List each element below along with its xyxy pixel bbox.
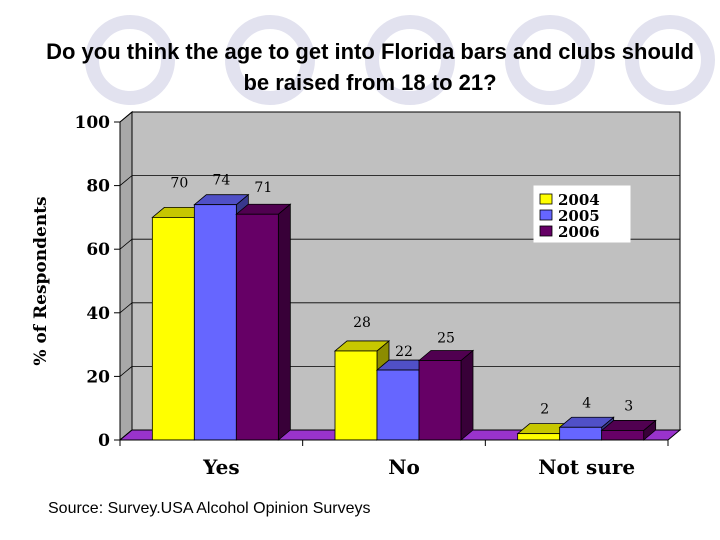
source-note: Source: Survey.USA Alcohol Opinion Surve…: [48, 500, 371, 517]
legend-swatch-2006: [539, 225, 553, 237]
bar-2006: [418, 360, 462, 441]
data-label: 74: [212, 173, 230, 189]
data-label: 28: [353, 315, 371, 331]
data-label: 71: [254, 180, 272, 196]
legend-swatch-2004: [539, 193, 553, 205]
y-tick-label: 0: [98, 431, 110, 451]
gridline: [119, 111, 680, 123]
data-label: 2: [540, 402, 549, 418]
background-decoration: [85, 15, 715, 105]
data-label: 4: [582, 395, 591, 411]
bar-2004: [334, 350, 378, 441]
data-label: 25: [437, 331, 455, 347]
bar-side-2006: [460, 349, 474, 441]
y-axis-label: % of Respondents: [31, 196, 51, 365]
x-tick-label: Not sure: [538, 455, 635, 479]
data-label: 3: [624, 398, 633, 414]
bar-2004: [517, 433, 561, 441]
bar-2006: [235, 213, 279, 441]
x-tick-label: No: [388, 455, 420, 479]
bar-side-2006: [277, 203, 291, 441]
gridline: [119, 302, 680, 314]
data-label: 70: [170, 175, 188, 191]
legend-swatch-2005: [539, 209, 553, 221]
y-tick-label: 20: [86, 367, 110, 387]
y-tick-label: 40: [86, 304, 110, 324]
y-tick-label: 80: [86, 177, 110, 197]
chart-title: Do you think the age to get into Florida…: [46, 39, 694, 95]
gridline: [119, 365, 680, 377]
bar-2004: [151, 217, 195, 441]
bar-2006: [601, 430, 645, 441]
plot-side-wall: [119, 110, 133, 442]
x-tick-label: Yes: [202, 455, 240, 479]
bar-2005: [376, 369, 420, 441]
legend-label: 2004: [558, 191, 600, 209]
bar-chart: 0 20 40 60 80 100 % of Respondents 70 74 71 Yes 28 2…: [31, 110, 682, 479]
data-label: 22: [395, 344, 413, 360]
y-tick-label: 100: [75, 113, 111, 133]
bar-2005: [193, 204, 237, 441]
legend-label: 2005: [558, 207, 600, 225]
bar-2005: [559, 426, 603, 441]
gridline: [119, 175, 680, 186]
y-tick-label: 60: [86, 240, 110, 260]
gridline: [119, 238, 680, 250]
legend-label: 2006: [558, 223, 600, 241]
